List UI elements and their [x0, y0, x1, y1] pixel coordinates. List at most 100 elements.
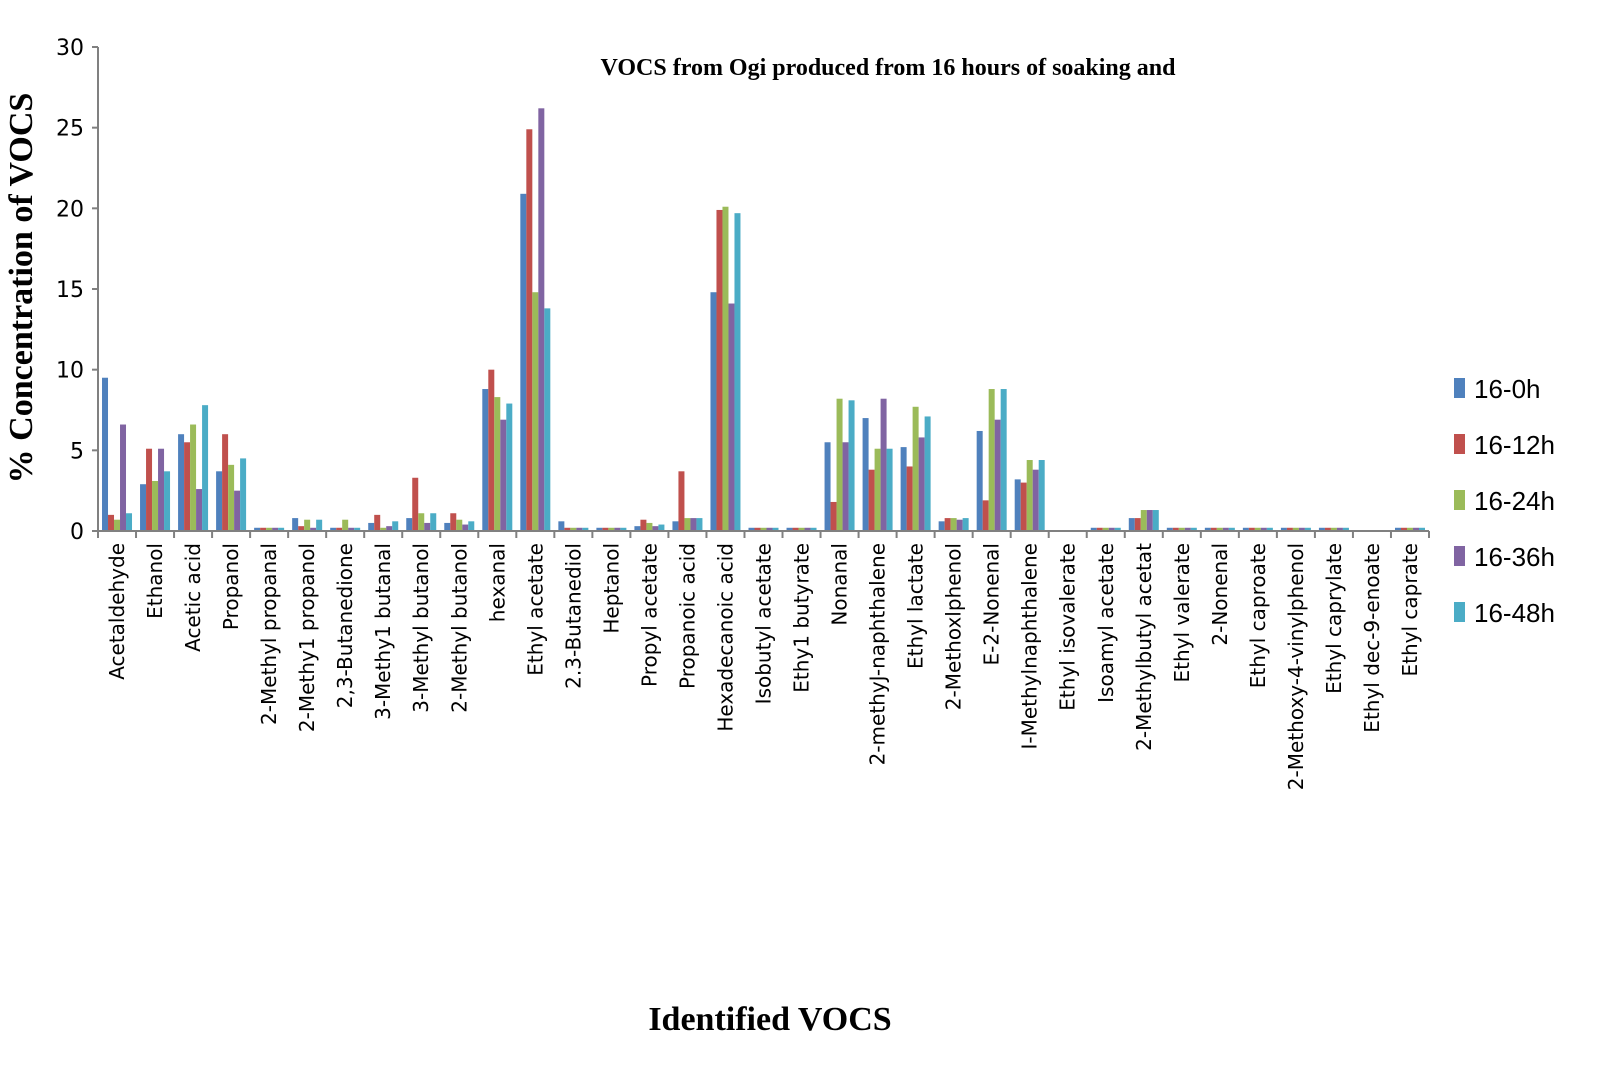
bar	[994, 419, 1001, 531]
bar	[1140, 510, 1147, 531]
category-label: Propanol	[219, 543, 243, 630]
category-label: Ethy1 butyrate	[790, 543, 814, 693]
bar	[222, 434, 229, 531]
bar	[164, 471, 171, 531]
legend-swatch	[1454, 378, 1465, 398]
bar	[196, 489, 203, 531]
bar	[120, 424, 127, 531]
bar	[1248, 527, 1255, 531]
y-ticks-group: 0 5 10 15 20 25 30	[56, 36, 98, 545]
bar	[848, 400, 855, 531]
y-axis-title: % Concentration of VOCS	[3, 93, 40, 484]
bar	[1342, 527, 1349, 531]
bar	[272, 527, 279, 531]
bar	[520, 193, 527, 531]
bar	[924, 416, 931, 531]
category-label: Ethyl valerate	[1170, 543, 1194, 682]
bar	[336, 527, 343, 531]
bar	[722, 206, 729, 531]
bar	[1418, 527, 1425, 531]
category-label: Acetic acid	[181, 543, 205, 652]
category-label: Propanoic acid	[675, 543, 699, 689]
bar	[1412, 527, 1419, 531]
bar	[1146, 510, 1153, 531]
bar	[900, 447, 907, 531]
bar	[646, 522, 653, 531]
bar	[956, 519, 963, 531]
bar	[1172, 527, 1179, 531]
bar	[1318, 527, 1325, 531]
bar	[1014, 479, 1021, 531]
bar	[506, 403, 513, 531]
bar	[760, 527, 767, 531]
category-label: Isoamyl acetate	[1094, 543, 1118, 703]
bar	[1394, 527, 1401, 531]
bar	[482, 389, 489, 531]
bar	[1134, 518, 1141, 531]
bar	[140, 484, 147, 531]
bar	[1190, 527, 1197, 531]
y-tick-label: 20	[56, 197, 84, 222]
bar	[380, 527, 387, 531]
bar	[374, 514, 381, 531]
bar	[424, 522, 431, 531]
bar	[330, 527, 337, 531]
bar	[368, 522, 375, 531]
bar	[418, 513, 425, 531]
category-label: 2-Methylbutyl acetat	[1132, 543, 1156, 751]
bar	[1304, 527, 1311, 531]
category-label: hexanal	[485, 543, 509, 622]
bar	[1038, 460, 1045, 531]
bar	[354, 527, 361, 531]
bar	[830, 501, 837, 531]
bar	[886, 448, 893, 531]
bar	[734, 213, 741, 531]
bar	[526, 129, 533, 531]
category-label: 3-Methy1 butanal	[371, 543, 395, 720]
bar	[754, 527, 761, 531]
bar	[108, 514, 115, 531]
legend-label: 16-0h	[1474, 374, 1541, 404]
bar	[1222, 527, 1229, 531]
bar	[938, 521, 945, 531]
category-label: Ethyl caprate	[1398, 543, 1422, 676]
bar	[1260, 527, 1267, 531]
bar	[880, 398, 887, 531]
bar	[1114, 527, 1121, 531]
bar	[538, 108, 545, 531]
legend-label: 16-36h	[1474, 542, 1555, 572]
bar	[1216, 527, 1223, 531]
category-label: Ethyl caproate	[1246, 543, 1270, 688]
bar	[190, 424, 197, 531]
bar	[836, 398, 843, 531]
axes-group	[97, 47, 1429, 532]
bar	[544, 308, 551, 531]
category-label: E-2-Nonenal	[980, 543, 1004, 665]
bar	[950, 518, 957, 531]
bar	[672, 521, 679, 531]
bar	[614, 527, 621, 531]
bar	[1204, 527, 1211, 531]
bar	[874, 448, 881, 531]
bar	[500, 419, 507, 531]
bar	[570, 527, 577, 531]
bar	[1026, 460, 1033, 531]
legend: 16-0h 16-12h 16-24h 16-36h 16-48h	[1454, 374, 1555, 628]
category-label: 2-Methy1 propanol	[295, 543, 319, 732]
bar	[608, 527, 615, 531]
legend-swatch	[1454, 546, 1465, 566]
legend-label: 16-48h	[1474, 598, 1555, 628]
bar	[1242, 527, 1249, 531]
y-tick-label: 30	[56, 36, 84, 61]
bar	[494, 397, 501, 531]
bar	[468, 521, 475, 531]
bar	[684, 518, 691, 531]
bar	[728, 303, 735, 531]
bar	[1292, 527, 1299, 531]
bar	[1228, 527, 1235, 531]
bar	[918, 437, 925, 531]
bar	[114, 519, 121, 531]
bar	[342, 519, 349, 531]
bar	[1406, 527, 1413, 531]
